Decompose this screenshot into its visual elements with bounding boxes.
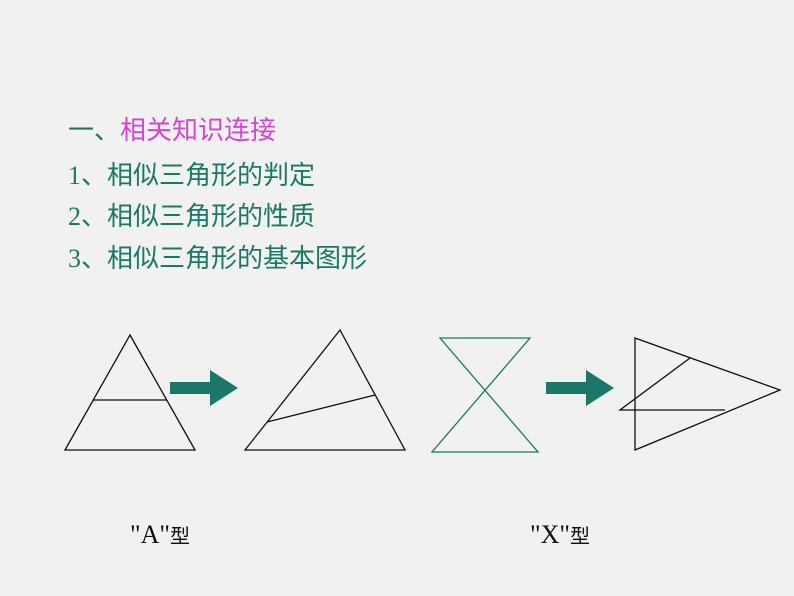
arrow-body-2 bbox=[546, 370, 614, 406]
label-x-type: "X"型 bbox=[530, 520, 590, 550]
list-item-2: 2、相似三角形的性质 bbox=[68, 196, 315, 233]
label-a-type: "A"型 bbox=[130, 520, 190, 550]
a-tri2-outer bbox=[245, 330, 405, 450]
diagram-row bbox=[40, 320, 760, 500]
label-x-suffix: 型 bbox=[570, 526, 590, 548]
arrow-icon bbox=[546, 370, 618, 410]
x-shape-1 bbox=[420, 320, 560, 465]
a-tri2-inner bbox=[267, 395, 375, 422]
a-triangle-2 bbox=[65, 320, 415, 460]
section-heading: 一、相关知识连接 bbox=[68, 110, 276, 147]
heading-title: 相关知识连接 bbox=[120, 116, 276, 145]
label-a-suffix: 型 bbox=[170, 526, 190, 548]
heading-prefix: 一、 bbox=[68, 116, 120, 145]
label-x-quote: "X" bbox=[530, 520, 570, 549]
list-item-3: 3、相似三角形的基本图形 bbox=[68, 238, 367, 275]
list-item-1: 1、相似三角形的判定 bbox=[68, 155, 315, 192]
x-shape2-path2 bbox=[620, 358, 725, 410]
x-shape2-path1 bbox=[635, 338, 780, 450]
label-a-quote: "A" bbox=[130, 520, 170, 549]
x-shape1-path bbox=[432, 338, 538, 452]
x-shape-2 bbox=[610, 320, 790, 460]
